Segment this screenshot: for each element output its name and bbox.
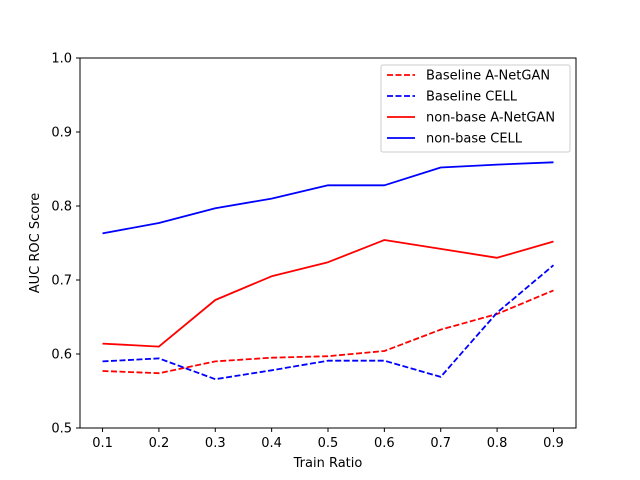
legend-label: non-base CELL (426, 132, 523, 147)
x-tick-label: 0.4 (261, 436, 282, 451)
legend-box (380, 64, 571, 153)
x-tick-label: 0.1 (92, 436, 113, 451)
y-axis-label: AUC ROC Score (28, 193, 43, 294)
x-tick-label: 0.9 (543, 436, 564, 451)
x-tick-label: 0.7 (430, 436, 451, 451)
y-tick-label: 0.9 (51, 126, 72, 141)
y-tick-label: 1.0 (51, 52, 72, 67)
x-tick-label: 0.2 (149, 436, 170, 451)
x-tick-label: 0.5 (318, 436, 339, 451)
y-tick-label: 0.5 (51, 422, 72, 437)
y-tick-label: 0.8 (51, 200, 72, 215)
y-axis-ticks: 0.5 0.6 0.7 0.8 0.9 1.0 (51, 52, 80, 437)
plot-lines (102, 161, 555, 381)
x-tick-label: 0.6 (374, 436, 395, 451)
x-tick-label: 0.3 (205, 436, 226, 451)
x-axis-label: Train Ratio (293, 456, 363, 471)
series-line-3 (102, 239, 554, 348)
legend-label: Baseline CELL (426, 90, 518, 105)
series-line-2 (102, 264, 555, 381)
y-tick-label: 0.7 (51, 274, 72, 289)
legend: Baseline A-NetGAN Baseline CELL non-base A… (380, 64, 571, 153)
series-line-1 (102, 289, 554, 375)
y-tick-label: 0.6 (51, 348, 72, 363)
series-line-4 (102, 161, 554, 235)
x-tick-label: 0.8 (487, 436, 508, 451)
legend-label: non-base A-NetGAN (426, 111, 555, 126)
legend-label: Baseline A-NetGAN (426, 69, 550, 84)
x-axis-ticks: 0.1 0.2 0.3 0.4 0.5 0.6 0.7 0.8 0.9 (92, 428, 564, 451)
